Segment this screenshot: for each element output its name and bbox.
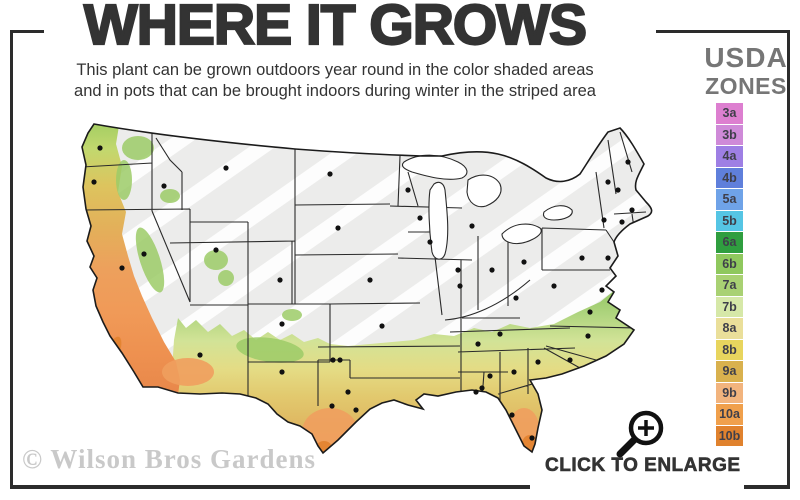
city-dot — [329, 403, 335, 409]
subtitle-line-2: and in pots that can be brought indoors … — [74, 82, 596, 100]
subtitle-line-1: This plant can be grown outdoors year ro… — [76, 61, 594, 79]
lake-huron — [466, 174, 502, 208]
city-dot — [599, 287, 605, 293]
page-title: WHERE IT GROWS — [83, 0, 588, 58]
city-dot — [353, 407, 359, 413]
city-dot — [513, 295, 519, 301]
city-dot — [475, 341, 481, 347]
city-dot — [521, 259, 527, 265]
usda-zone-map[interactable] — [30, 110, 655, 465]
legend-zone-10a: 10a — [716, 404, 743, 425]
city-dot — [279, 321, 285, 327]
legend-title-zones: ZONES — [705, 73, 787, 99]
city-dot — [489, 267, 495, 273]
city-dot — [427, 239, 433, 245]
frame-border-top-left — [10, 30, 44, 33]
city-dot — [330, 357, 336, 363]
city-dot — [379, 323, 385, 329]
legend-title-usda: USDA — [704, 42, 788, 73]
usda-zones-legend: 3a 3b 4a 4b 5a 5b 6a 6b 7a 7b 8a 8b 9a 9b 10a 10b — [716, 103, 743, 447]
city-dot — [277, 277, 283, 283]
city-dot — [337, 357, 343, 363]
frame-border-left — [10, 30, 13, 489]
city-dot — [605, 255, 611, 261]
watermark: © Wilson Bros Gardens — [22, 444, 316, 474]
us-outline — [81, 123, 653, 455]
lake-erie — [501, 223, 542, 245]
lake-superior — [401, 154, 468, 180]
zoom-in-icon[interactable] — [610, 404, 666, 462]
frame-border-bottom-right — [744, 485, 790, 489]
city-dot — [567, 357, 573, 363]
city-dot — [551, 283, 557, 289]
frame-border-top-right — [656, 30, 790, 33]
city-dot — [279, 369, 285, 375]
city-dot — [405, 187, 411, 193]
city-dot — [535, 359, 541, 365]
city-dot — [473, 389, 479, 395]
city-dot — [335, 225, 341, 231]
city-dot — [417, 215, 423, 221]
legend-zone-4a: 4a — [716, 146, 743, 167]
city-dot — [587, 309, 593, 315]
city-dot — [579, 255, 585, 261]
city-dot — [509, 412, 515, 418]
legend-zone-8a: 8a — [716, 318, 743, 339]
city-dot — [367, 277, 373, 283]
click-to-enlarge-label[interactable]: CLICK TO ENLARGE — [545, 455, 741, 477]
city-dot — [141, 251, 147, 257]
city-dot — [629, 207, 635, 213]
legend-zone-9b: 9b — [716, 382, 743, 403]
frame-border-right — [787, 30, 790, 489]
frame-border-bottom-left — [10, 485, 530, 489]
legend-zone-5b: 5b — [716, 210, 743, 231]
city-dot — [327, 171, 333, 177]
city-dot — [223, 165, 229, 171]
lake-ontario — [542, 205, 573, 221]
city-dot — [161, 183, 167, 189]
city-dot — [197, 352, 203, 358]
city-dot — [619, 219, 625, 225]
city-dot — [615, 187, 621, 193]
city-dot — [487, 373, 493, 379]
city-dot — [455, 267, 461, 273]
city-dot — [625, 159, 631, 165]
green-zone-patches — [116, 136, 304, 363]
city-dot — [119, 265, 125, 271]
legend-zone-9a: 9a — [716, 361, 743, 382]
state-borders — [82, 130, 647, 406]
city-dot — [91, 179, 97, 185]
great-lakes — [401, 154, 573, 260]
city-dot — [345, 389, 351, 395]
legend-zone-3a: 3a — [716, 103, 743, 124]
city-dot — [529, 435, 535, 441]
city-dots — [91, 145, 635, 441]
city-dot — [585, 333, 591, 339]
lake-michigan — [428, 181, 449, 260]
city-dot — [213, 247, 219, 253]
legend-zone-7a: 7a — [716, 275, 743, 296]
city-dot — [457, 283, 463, 289]
legend-zone-10b: 10b — [716, 425, 743, 446]
legend-zone-4b: 4b — [716, 167, 743, 188]
subtitle: This plant can be grown outdoors year ro… — [20, 60, 650, 102]
city-dot — [479, 385, 485, 391]
legend-zone-6b: 6b — [716, 253, 743, 274]
city-dot — [97, 145, 103, 151]
legend-zone-8b: 8b — [716, 339, 743, 360]
legend-zone-7b: 7b — [716, 296, 743, 317]
city-dot — [497, 331, 503, 337]
legend-zone-3b: 3b — [716, 124, 743, 145]
city-dot — [511, 369, 517, 375]
city-dot — [605, 179, 611, 185]
city-dot — [601, 217, 607, 223]
legend-zone-6a: 6a — [716, 232, 743, 253]
usda-zones-legend-title: USDA ZONES — [680, 44, 800, 98]
legend-zone-5a: 5a — [716, 189, 743, 210]
city-dot — [469, 223, 475, 229]
